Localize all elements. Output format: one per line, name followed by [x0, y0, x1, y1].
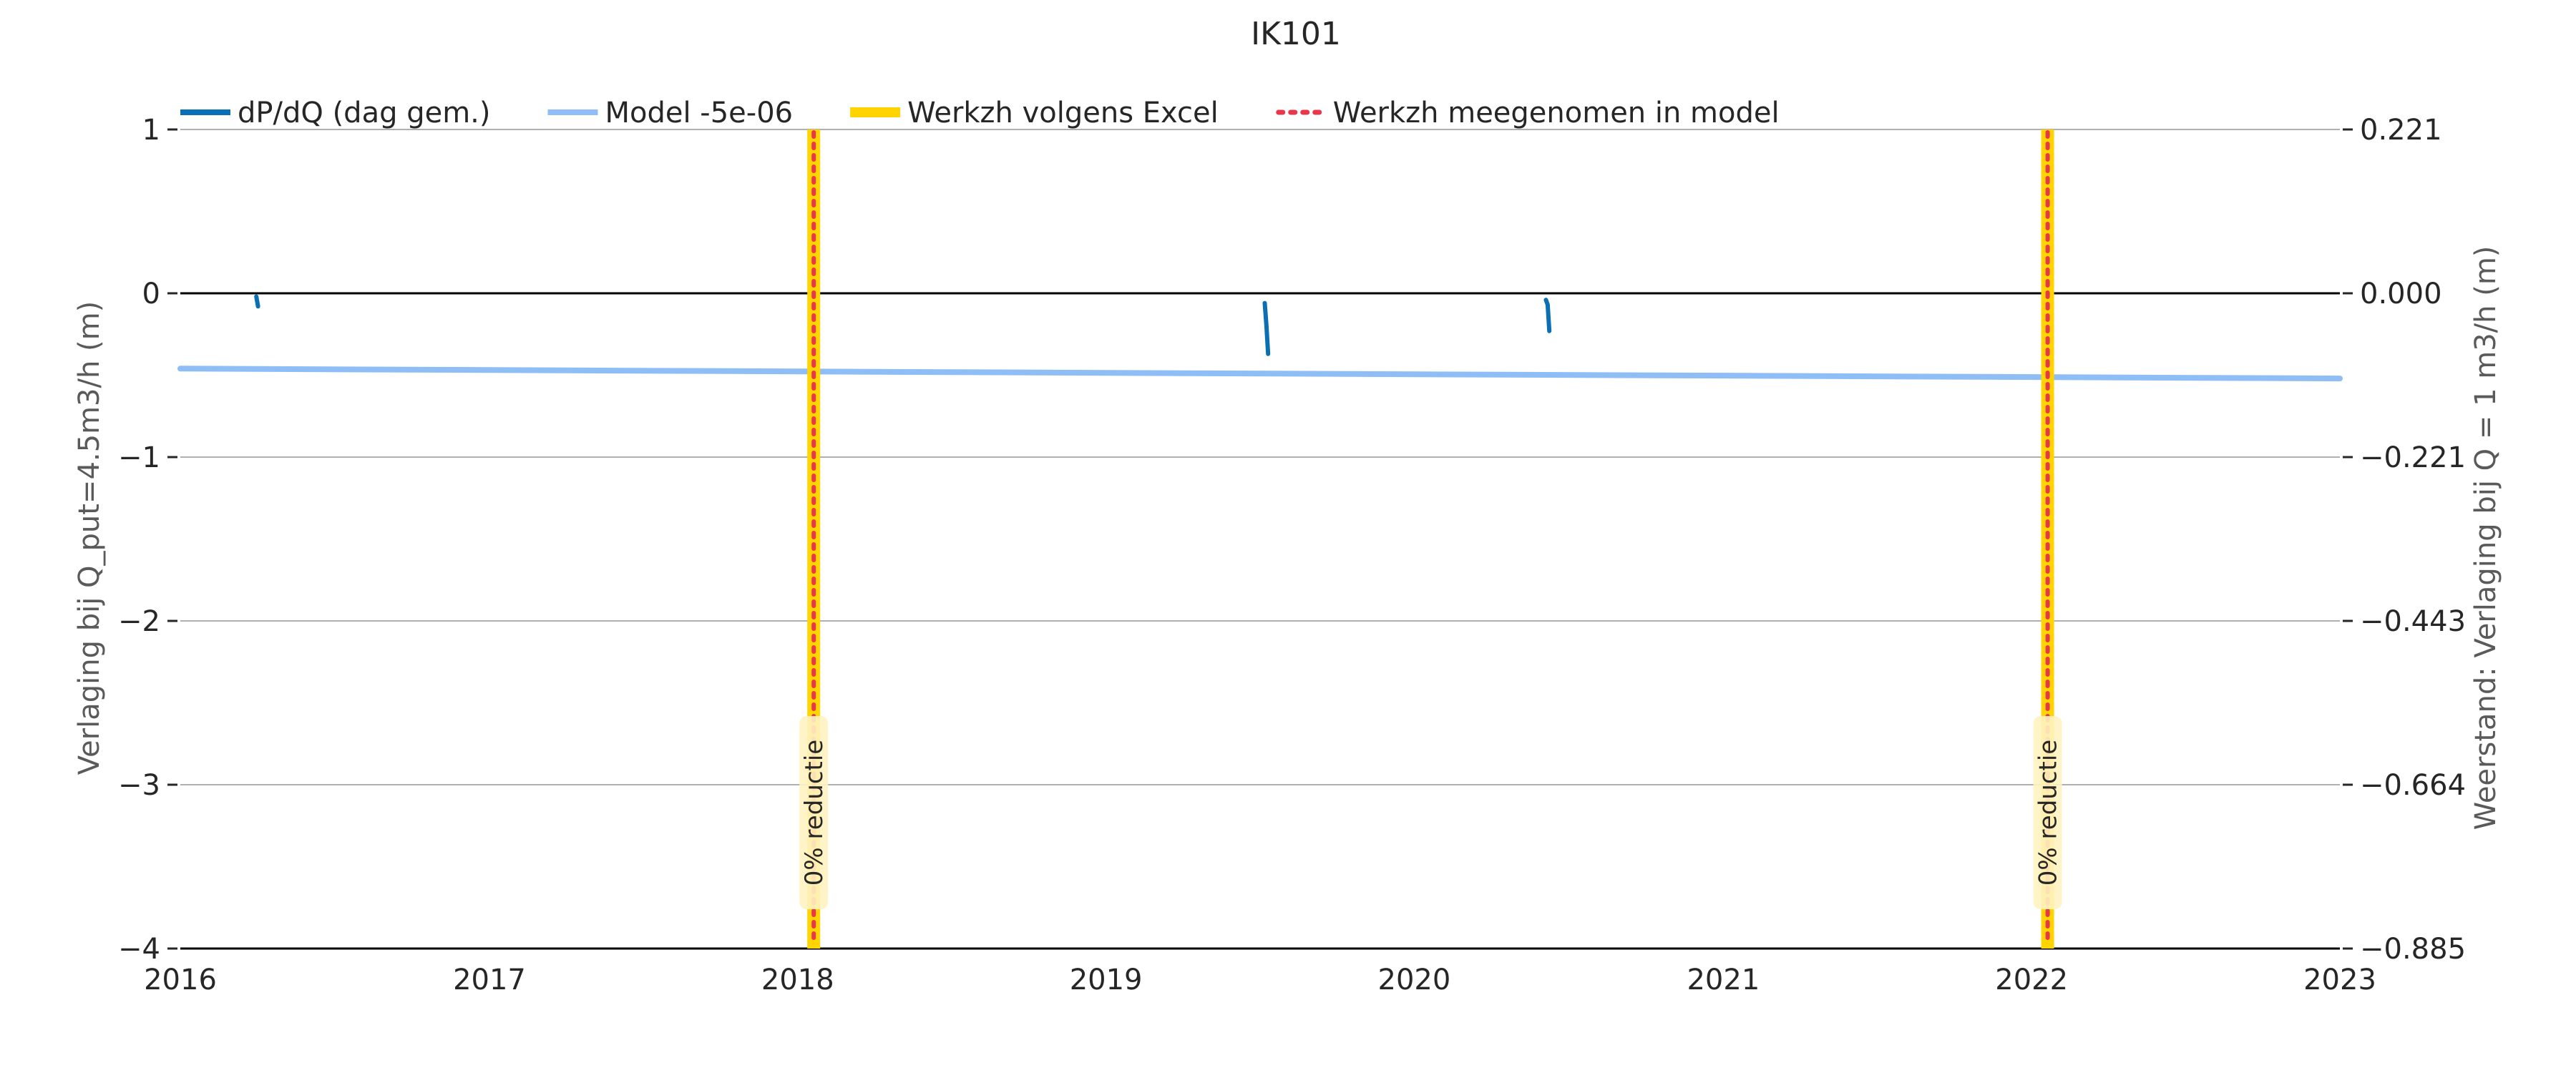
series-layer [177, 294, 2343, 382]
y-tick-label-left: −2 [118, 605, 160, 638]
x-tick-label: 2020 [1378, 964, 1451, 996]
y-tick-label-right: 0.000 [2360, 278, 2442, 310]
model-line [177, 366, 2343, 382]
grid-layer [180, 129, 2340, 950]
y-tick-label-right: −0.221 [2360, 441, 2466, 474]
y-tick-label-right: −0.885 [2360, 933, 2466, 966]
y-tick-label-right: −0.664 [2360, 769, 2466, 802]
y-tick-label-left: 0 [142, 278, 160, 310]
dpdq-segment [1262, 300, 1271, 356]
x-tick-label: 2023 [2303, 964, 2376, 996]
legend-item: dP/dQ (dag gem.) [180, 97, 490, 129]
legend-label: dP/dQ (dag gem.) [238, 97, 490, 129]
event-label-box [799, 716, 829, 909]
x-tick-label: 2021 [1687, 964, 1760, 996]
y-tick-label-left: −4 [118, 933, 160, 966]
legend-item: Werkzh meegenomen in model [1276, 97, 1780, 129]
chart-title: IK101 [1251, 16, 1341, 52]
y-tick-label-right: 0.221 [2360, 114, 2442, 147]
y-axis-label-left: Verlaging bij Q_put=4.5m3/h (m) [73, 301, 106, 775]
event-label-box [2033, 716, 2062, 909]
y-axis-label-right: Weerstand: Verlaging bij Q = 1 m3/h (m) [2469, 246, 2502, 831]
x-tick-label: 2019 [1070, 964, 1143, 996]
x-tick-label: 2022 [1995, 964, 2068, 996]
dpdq-segment [1543, 298, 1552, 333]
x-tick-label: 2017 [453, 964, 526, 996]
axis-layer: 1 0.221 0 0.000 −1 −0.221 −2 −0.443 −3 −0.664 −4 −0… [118, 114, 2466, 996]
legend-item: Model -5e-06 [547, 97, 793, 129]
legend-label: Werkzh meegenomen in model [1333, 97, 1780, 129]
y-tick-label-right: −0.443 [2360, 605, 2466, 638]
legend-label: Model -5e-06 [605, 97, 793, 129]
legend-label: Werkzh volgens Excel [907, 97, 1219, 129]
legend-item: Werkzh volgens Excel [850, 97, 1219, 129]
y-tick-label-left: −1 [118, 441, 160, 474]
dpdq-segment [254, 294, 260, 309]
y-tick-label-left: −3 [118, 769, 160, 802]
legend: dP/dQ (dag gem.) Model -5e-06 Werkzh volge… [180, 97, 1780, 129]
event-layer: 0% reductie 0% reductie [799, 129, 2063, 949]
event-label: 0% reductie [2034, 740, 2063, 886]
event-label: 0% reductie [800, 740, 829, 886]
x-tick-label: 2016 [144, 964, 217, 996]
x-tick-label: 2018 [761, 964, 834, 996]
y-tick-label-left: 1 [142, 114, 160, 147]
